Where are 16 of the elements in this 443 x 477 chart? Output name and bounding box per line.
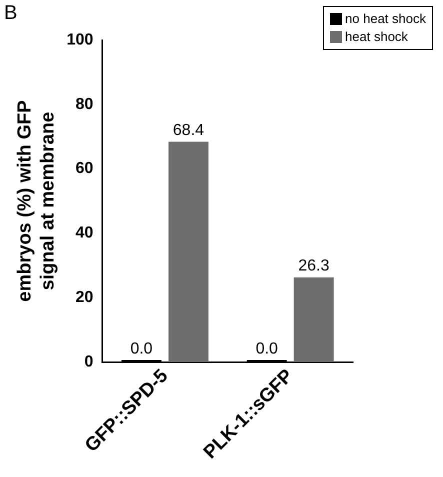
y-axis-title: embryos (%) with GFP signal at membrane [14, 100, 58, 302]
data-label: 68.4 [172, 122, 204, 140]
data-label: 0.0 [130, 340, 153, 358]
y-tick-label: 0 [84, 353, 94, 370]
bar [168, 142, 208, 362]
y-tick-label: 100 [66, 31, 94, 48]
legend-label: heat shock [345, 28, 408, 46]
bar [294, 277, 334, 362]
text: B [4, 2, 18, 25]
data-label: 0.0 [256, 340, 278, 358]
y-tick-label: 80 [76, 96, 94, 113]
data-label: 26.3 [298, 258, 330, 275]
legend-label: no heat shock [345, 10, 426, 28]
y-tick-label: 20 [76, 289, 94, 306]
y-tick-label: 60 [76, 160, 94, 178]
y-tick-label: 40 [76, 224, 94, 242]
